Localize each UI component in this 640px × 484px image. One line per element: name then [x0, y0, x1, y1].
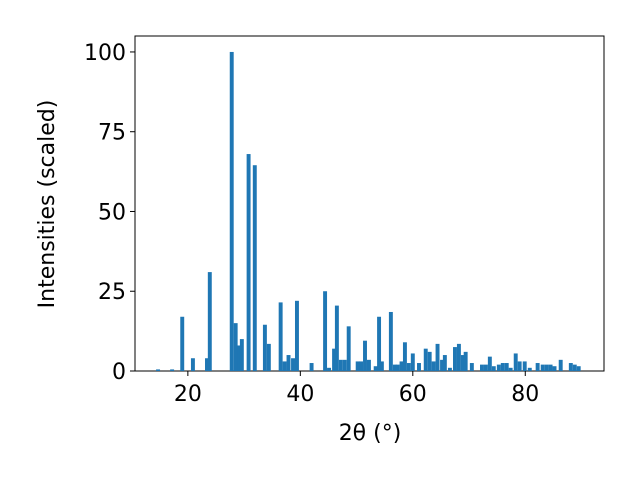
- bar: [442, 355, 447, 371]
- bar: [513, 353, 518, 371]
- bar: [483, 364, 488, 371]
- x-tick-label: 80: [511, 382, 539, 407]
- bar: [291, 358, 295, 371]
- bar: [266, 343, 271, 371]
- bar: [332, 348, 337, 371]
- bar: [156, 369, 161, 371]
- bar: [252, 165, 257, 371]
- bar: [377, 316, 382, 371]
- bar: [548, 364, 553, 371]
- bar: [423, 348, 428, 371]
- bar: [453, 347, 457, 371]
- bar: [504, 363, 509, 371]
- y-tick-label: 0: [112, 360, 126, 385]
- bar: [463, 351, 468, 371]
- bar: [568, 363, 573, 371]
- bar: [262, 324, 267, 371]
- bar: [379, 361, 384, 371]
- bar: [355, 361, 360, 371]
- bar: [460, 355, 465, 371]
- bar: [338, 359, 343, 371]
- bar: [402, 342, 407, 371]
- bar: [517, 361, 522, 371]
- x-tick-label: 20: [174, 382, 202, 407]
- bar: [309, 363, 314, 371]
- bar: [395, 364, 400, 371]
- x-tick-label: 40: [286, 382, 314, 407]
- bar: [410, 353, 415, 371]
- bar: [359, 361, 364, 371]
- bar: [440, 359, 445, 371]
- bar: [363, 340, 367, 371]
- bar: [286, 355, 291, 371]
- bar: [246, 154, 251, 371]
- bar: [233, 323, 238, 371]
- bar: [427, 351, 432, 371]
- bar: [491, 366, 496, 371]
- bar: [544, 364, 549, 371]
- bar: [399, 361, 404, 371]
- y-axis-label: Intensities (scaled): [35, 100, 60, 309]
- y-tick-label: 50: [98, 200, 126, 225]
- bar: [282, 361, 287, 371]
- bar: [205, 358, 209, 371]
- x-tick-label: 60: [399, 382, 427, 407]
- bar: [552, 366, 557, 371]
- bar: [522, 361, 527, 371]
- bar: [190, 358, 195, 371]
- bar: [487, 356, 492, 371]
- bar: [388, 311, 393, 371]
- bar: [323, 291, 328, 371]
- bar: [180, 316, 185, 371]
- bar: [327, 367, 331, 371]
- bar: [239, 339, 244, 371]
- bar: [237, 345, 242, 371]
- bar: [342, 359, 347, 371]
- bar: [373, 366, 378, 371]
- y-tick-label: 75: [98, 121, 126, 146]
- bar: [406, 363, 411, 371]
- bar: [535, 363, 540, 371]
- bar: [576, 366, 581, 371]
- plot-frame: [134, 35, 605, 372]
- bar: [496, 364, 501, 371]
- bar: [558, 359, 563, 371]
- bar: [278, 302, 283, 371]
- bar: [170, 369, 175, 371]
- bar: [346, 326, 351, 371]
- bar: [294, 300, 299, 371]
- bar: [392, 364, 397, 371]
- x-axis-label: 2θ (°): [339, 421, 402, 446]
- bar: [469, 363, 474, 371]
- bar: [456, 343, 461, 371]
- bar: [229, 51, 234, 371]
- bar: [366, 359, 371, 371]
- bar: [480, 364, 484, 371]
- bar: [540, 364, 545, 371]
- bar: [572, 364, 577, 371]
- bar: [500, 363, 505, 371]
- bar: [435, 343, 440, 371]
- bar: [508, 367, 513, 371]
- y-tick-label: 25: [98, 280, 126, 305]
- bar: [527, 367, 532, 371]
- y-tick-label: 100: [84, 41, 126, 66]
- bar: [207, 272, 212, 371]
- bar: [431, 361, 436, 371]
- bar: [417, 363, 421, 371]
- bar: [447, 367, 452, 371]
- bar: [334, 305, 339, 371]
